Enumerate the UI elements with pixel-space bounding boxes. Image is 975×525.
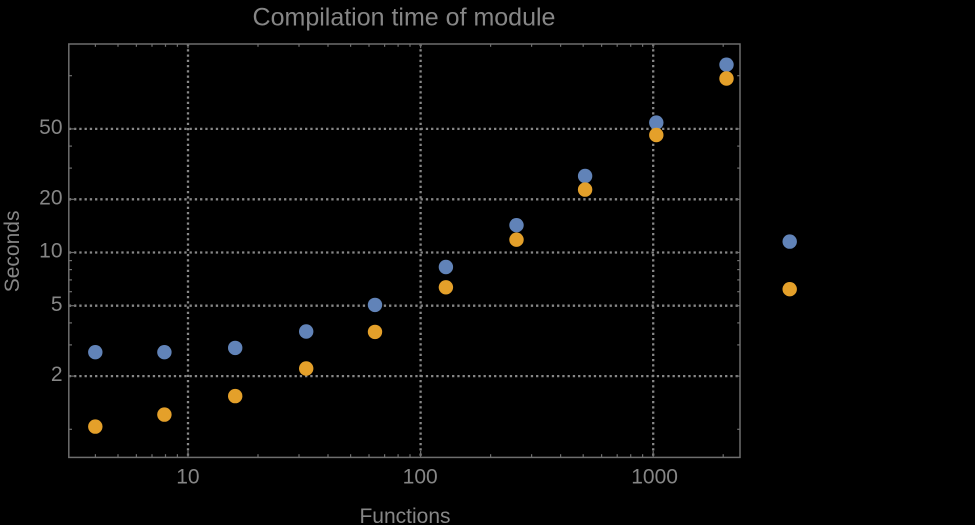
svg-text:20: 20 bbox=[39, 186, 62, 209]
svg-text:100: 100 bbox=[403, 465, 438, 488]
svg-text:Compilation time of module: Compilation time of module bbox=[253, 3, 556, 31]
svg-text:2: 2 bbox=[51, 363, 63, 386]
svg-text:50: 50 bbox=[39, 116, 62, 139]
svg-text:Functions: Functions bbox=[359, 505, 450, 525]
svg-text:Seconds: Seconds bbox=[1, 211, 24, 293]
svg-text:5: 5 bbox=[51, 293, 63, 316]
svg-text:1000: 1000 bbox=[631, 465, 678, 488]
svg-text:10: 10 bbox=[39, 240, 62, 263]
svg-text:10: 10 bbox=[176, 465, 199, 488]
